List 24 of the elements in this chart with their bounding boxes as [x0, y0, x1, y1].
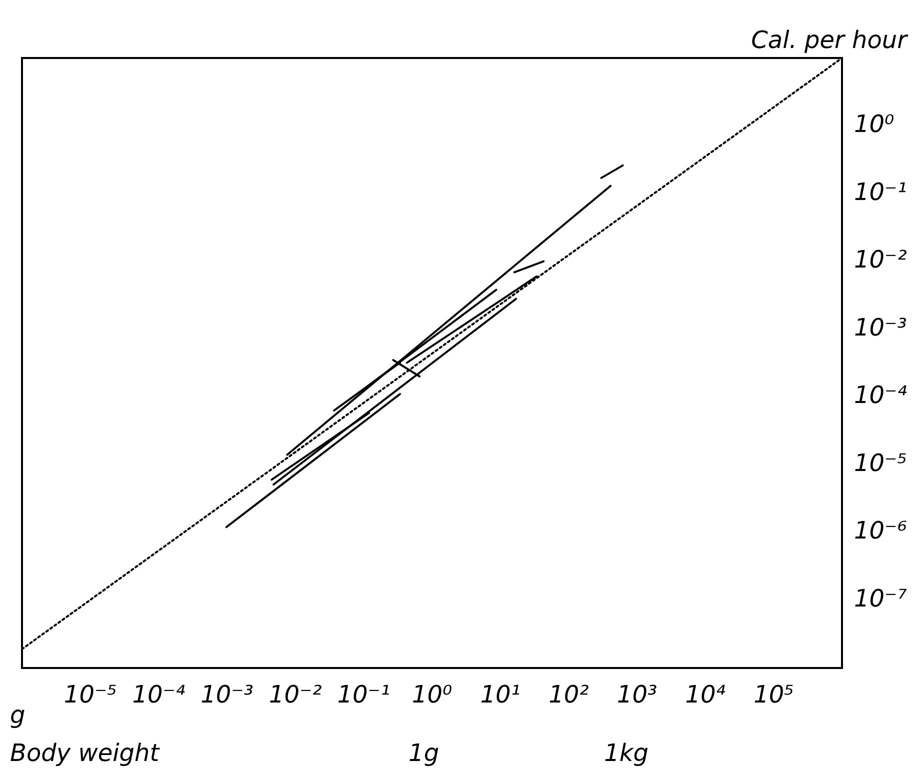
x-tick-label: 10⁻⁵ [64, 680, 117, 709]
x-tick-label: 10² [548, 680, 590, 709]
y-tick-label: 10⁻² [854, 246, 908, 274]
y-axis-title: Cal. per hour [751, 26, 910, 54]
x-axis-title: Body weight [10, 739, 161, 767]
text: 1g [408, 739, 440, 767]
x-tick-label: 10⁻¹ [337, 680, 390, 709]
x-tick-label: 10⁵ [754, 680, 794, 709]
y-tick-label: 10⁻¹ [854, 178, 907, 206]
x-tick-label: 10⁻⁴ [132, 680, 186, 709]
y-tick-label: 10⁻⁷ [854, 584, 908, 612]
x-tick-label: 10⁻³ [200, 680, 254, 709]
x-tick-label: 10⁴ [685, 680, 726, 709]
x-tick-label: 10³ [616, 680, 658, 709]
x-tick-label: 10¹ [480, 680, 520, 709]
x-tick-label: 10⁰ [412, 680, 452, 709]
text: g [10, 701, 26, 729]
x-tick-label: 10⁻² [268, 680, 322, 709]
y-tick-label: 10⁻⁵ [854, 448, 907, 477]
text: 1kg [604, 739, 649, 767]
y-tick-label: 10⁻⁶ [854, 516, 908, 545]
y-tick-label: 10⁻⁴ [854, 381, 908, 410]
y-tick-label: 10⁰ [854, 110, 895, 138]
y-tick-label: 10⁻³ [854, 313, 907, 342]
